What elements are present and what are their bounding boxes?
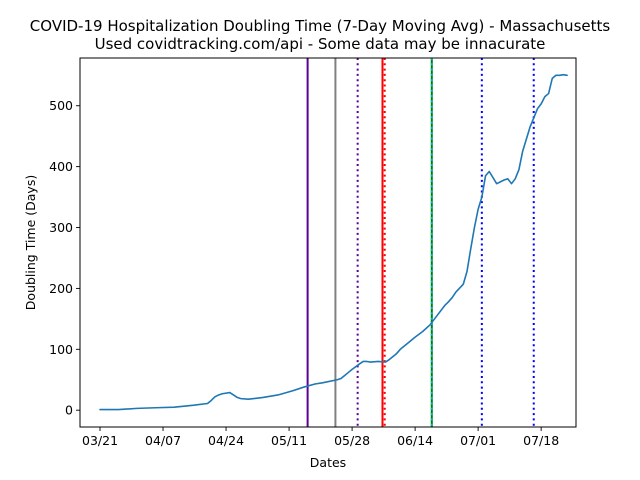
series-line-1 (99, 73, 568, 411)
chart-subtitle: Used covidtracking.com/api - Some data m… (95, 35, 546, 53)
x-tick-label-6: 06/14 (397, 433, 433, 448)
y-tick-label-2: 100 (49, 342, 73, 357)
y-tick-label-5: 400 (49, 159, 73, 174)
y-tick-label-6: 500 (49, 98, 73, 113)
x-tick-label-8: 07/18 (523, 433, 559, 448)
plot-area (79, 57, 577, 428)
x-tick-label-4: 05/11 (271, 433, 307, 448)
y-tick-label-4: 300 (49, 220, 73, 235)
y-axis: 0 100 200 300 400 500 (49, 98, 80, 418)
chart-title: COVID-19 Hospitalization Doubling Time (… (30, 17, 611, 35)
y-axis-label: Doubling Time (Days) (23, 175, 38, 310)
x-tick-label-1: 03/21 (82, 433, 118, 448)
reference-lines (306, 58, 535, 427)
x-tick-label-7: 07/01 (460, 433, 496, 448)
plot-frame (79, 57, 577, 428)
y-tick-label-1: 0 (65, 403, 73, 418)
y-tick-label-3: 200 (49, 281, 73, 296)
x-tick-label-3: 04/24 (208, 433, 244, 448)
x-tick-label-5: 05/28 (334, 433, 370, 448)
series-layer (99, 73, 568, 411)
x-axis-label: Dates (310, 455, 346, 470)
x-axis: 03/21 04/07 04/24 05/11 05/28 06/14 07/01 07/18 (82, 427, 559, 448)
x-tick-label-2: 04/07 (145, 433, 181, 448)
